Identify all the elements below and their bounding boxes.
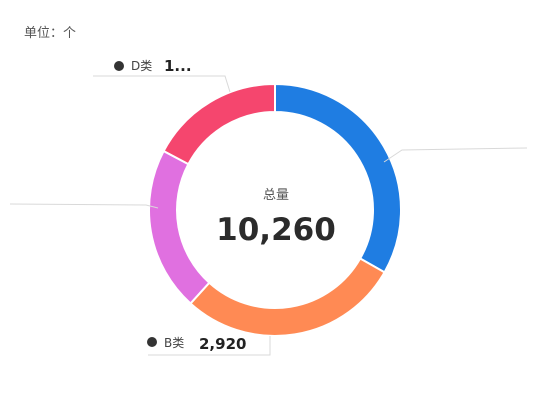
slice-b[interactable] xyxy=(189,257,386,337)
slice-b-name: B类 xyxy=(164,336,184,350)
slice-b-label[interactable]: B类 2,920 xyxy=(147,335,271,356)
donut-slices xyxy=(148,82,402,337)
slice-d-label[interactable]: D类 1... xyxy=(93,57,231,93)
slice-b-marker xyxy=(147,337,157,347)
slice-d-marker xyxy=(114,61,124,71)
center-title: 总量 xyxy=(263,188,289,203)
unit-label: 单位：个 xyxy=(24,26,77,41)
slice-a-leader-line xyxy=(383,147,528,163)
slice-c-leader-line xyxy=(9,203,159,209)
slice-c[interactable] xyxy=(148,149,211,305)
slice-b-value: 2,920 xyxy=(199,335,246,353)
slice-d-value: 1... xyxy=(164,57,192,75)
slice-d-name: D类 xyxy=(131,59,152,73)
slice-d[interactable] xyxy=(162,82,276,166)
center-total-value: 10,260 xyxy=(216,212,336,248)
slice-d-leader-line xyxy=(93,75,231,93)
slice-b-leader-line xyxy=(148,336,271,356)
